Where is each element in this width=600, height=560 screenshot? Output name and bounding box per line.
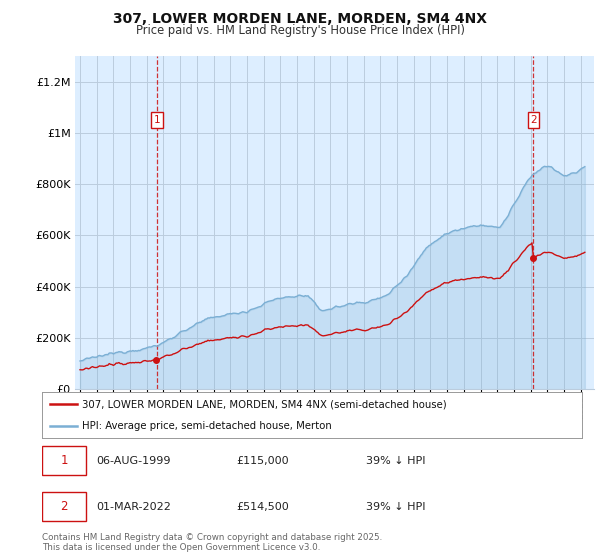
Text: £514,500: £514,500 [236, 502, 289, 512]
Text: Price paid vs. HM Land Registry's House Price Index (HPI): Price paid vs. HM Land Registry's House … [136, 24, 464, 37]
Text: 2: 2 [61, 500, 68, 514]
Text: £115,000: £115,000 [236, 456, 289, 466]
Text: 39% ↓ HPI: 39% ↓ HPI [366, 502, 425, 512]
Text: 06-AUG-1999: 06-AUG-1999 [96, 456, 170, 466]
FancyBboxPatch shape [42, 446, 86, 475]
Text: 307, LOWER MORDEN LANE, MORDEN, SM4 4NX (semi-detached house): 307, LOWER MORDEN LANE, MORDEN, SM4 4NX … [83, 399, 447, 409]
Text: 01-MAR-2022: 01-MAR-2022 [96, 502, 171, 512]
Text: Contains HM Land Registry data © Crown copyright and database right 2025.
This d: Contains HM Land Registry data © Crown c… [42, 533, 382, 552]
Text: 1: 1 [61, 454, 68, 468]
Text: 1: 1 [154, 115, 160, 125]
Text: 39% ↓ HPI: 39% ↓ HPI [366, 456, 425, 466]
Text: 2: 2 [530, 115, 537, 125]
Text: HPI: Average price, semi-detached house, Merton: HPI: Average price, semi-detached house,… [83, 422, 332, 431]
FancyBboxPatch shape [42, 492, 86, 521]
Text: 307, LOWER MORDEN LANE, MORDEN, SM4 4NX: 307, LOWER MORDEN LANE, MORDEN, SM4 4NX [113, 12, 487, 26]
